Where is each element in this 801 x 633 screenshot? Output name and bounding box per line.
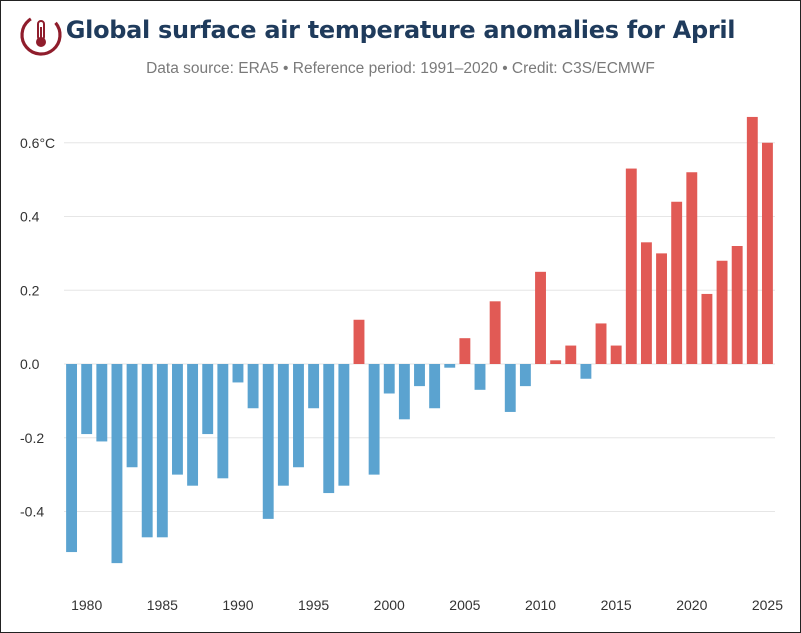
- bar-2019: [671, 201, 683, 364]
- bar-2000: [383, 364, 395, 394]
- bar-2006: [474, 364, 486, 390]
- bar-2010: [535, 271, 546, 364]
- bar-2013: [580, 364, 592, 379]
- bar-1979: [66, 364, 78, 553]
- bar-2003: [429, 364, 441, 409]
- bar-2025: [761, 142, 773, 364]
- bar-1994: [293, 364, 304, 468]
- chart-subtitle: Data source: ERA5 • Reference period: 19…: [146, 60, 655, 77]
- bar-2023: [731, 246, 743, 364]
- bar-1980: [81, 364, 93, 435]
- bar-2024: [746, 116, 758, 364]
- bar-1987: [187, 364, 199, 486]
- bar-1984: [141, 364, 153, 538]
- bar-2021: [701, 293, 713, 364]
- bar-1997: [338, 364, 350, 486]
- x-tick-label: 2020: [676, 597, 707, 613]
- bar-2022: [716, 260, 728, 364]
- bar-2007: [489, 301, 501, 364]
- bar-2004: [444, 364, 456, 368]
- x-tick-label: 1980: [71, 597, 102, 613]
- bar-2016: [625, 168, 637, 364]
- bar-1991: [247, 364, 259, 409]
- thermometer-logo-icon: [20, 14, 62, 56]
- bar-2012: [565, 345, 577, 364]
- bar-1985: [156, 364, 168, 538]
- bar-2011: [550, 360, 562, 364]
- x-tick-label: 2005: [449, 597, 480, 613]
- bar-1983: [126, 364, 138, 468]
- bar-1982: [111, 364, 123, 564]
- x-tick-label: 2000: [374, 597, 405, 613]
- bar-2015: [610, 345, 622, 364]
- x-tick-label: 1990: [222, 597, 253, 613]
- bar-2017: [640, 242, 652, 364]
- bar-2018: [656, 253, 667, 364]
- x-tick-label: 1985: [147, 597, 178, 613]
- chart-title: Global surface air temperature anomalies…: [65, 16, 736, 44]
- x-tick-label: 2015: [601, 597, 632, 613]
- y-tick-label: -0.2: [20, 430, 44, 446]
- bar-1989: [217, 364, 229, 479]
- bar-2014: [595, 323, 607, 364]
- bar-1999: [368, 364, 380, 475]
- bar-2020: [686, 172, 698, 364]
- bar-2002: [414, 364, 425, 387]
- y-tick-label: 0.2: [20, 282, 40, 298]
- bar-1993: [277, 364, 289, 486]
- bar-1996: [323, 364, 335, 494]
- bar-1995: [308, 364, 320, 409]
- y-tick-label: -0.4: [20, 504, 44, 520]
- bar-1998: [353, 319, 365, 364]
- y-tick-label: 0.0: [20, 356, 40, 372]
- y-tick-label: 0.6°C: [20, 135, 55, 151]
- bar-1986: [172, 364, 183, 475]
- x-tick-label: 1995: [298, 597, 329, 613]
- bar-1992: [262, 364, 274, 519]
- bar-1990: [232, 364, 244, 383]
- bar-2008: [504, 364, 516, 412]
- bar-2001: [398, 364, 410, 420]
- bar-2005: [459, 338, 471, 364]
- x-tick-label: 2025: [752, 597, 783, 613]
- bar-1988: [202, 364, 214, 435]
- y-tick-label: 0.4: [20, 209, 40, 225]
- x-tick-label: 2010: [525, 597, 556, 613]
- bar-2009: [519, 364, 531, 387]
- bar-1981: [96, 364, 108, 442]
